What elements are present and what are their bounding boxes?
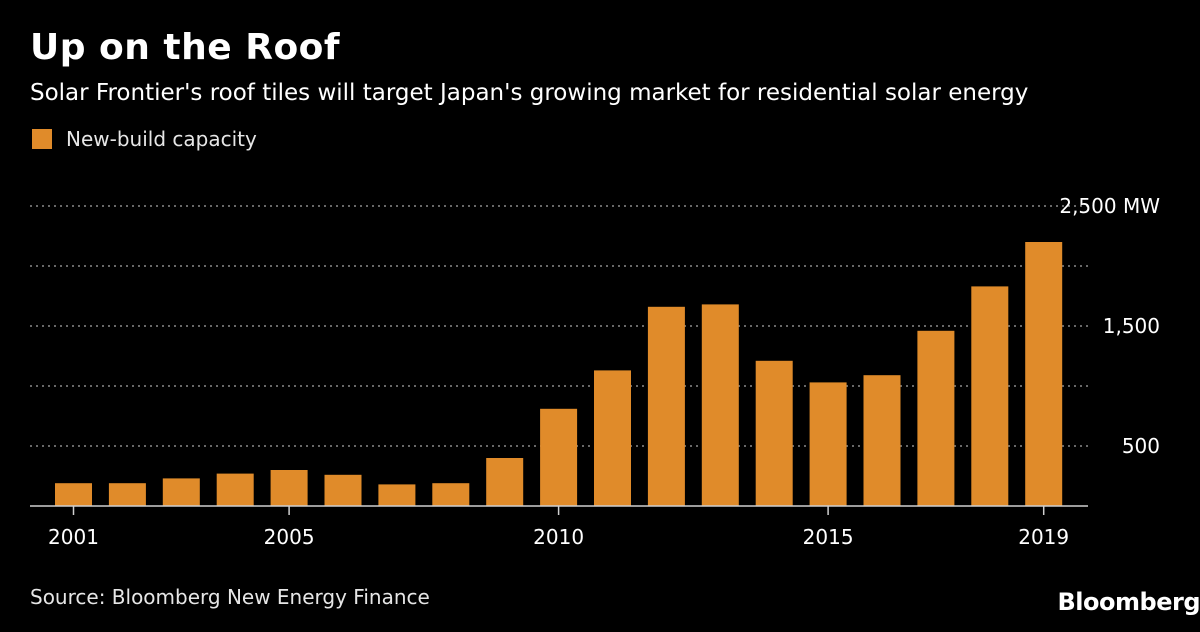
- chart-subtitle: Solar Frontier's roof tiles will target …: [30, 80, 1029, 106]
- y-tick-label-2500: 2,500 MW: [1059, 194, 1160, 218]
- source-note: Source: Bloomberg New Energy Finance: [30, 585, 430, 609]
- y-tick-label-1500: 1,500: [1103, 314, 1160, 338]
- legend-swatch: [32, 129, 52, 149]
- x-tick-label-2010: 2010: [533, 525, 584, 549]
- bar-2008: [432, 483, 470, 506]
- legend-label: New-build capacity: [66, 127, 257, 151]
- bar-2012: [647, 306, 685, 506]
- bar-2001: [55, 483, 92, 506]
- x-tick-label-2019: 2019: [1018, 525, 1069, 549]
- bar-2002: [108, 483, 146, 506]
- legend: New-build capacity: [32, 127, 257, 151]
- x-tick-label-2001: 2001: [48, 525, 99, 549]
- bar-2019: [1025, 242, 1063, 506]
- bar-2007: [378, 484, 416, 506]
- bar-2010: [540, 408, 578, 506]
- bar-2003: [162, 478, 200, 506]
- chart-title: Up on the Roof: [30, 27, 341, 68]
- bar-2013: [701, 304, 739, 506]
- x-tick-label-2005: 2005: [264, 525, 315, 549]
- x-tick-label-2015: 2015: [803, 525, 854, 549]
- bar-2017: [917, 330, 955, 506]
- bar-2015: [809, 382, 847, 506]
- brand-logo: Bloomberg: [1057, 588, 1200, 616]
- bar-2006: [324, 474, 362, 506]
- bar-2011: [594, 370, 631, 506]
- bar-2018: [971, 286, 1009, 506]
- bar-2014: [755, 360, 793, 506]
- y-tick-label-500: 500: [1122, 434, 1160, 458]
- bar-2016: [863, 375, 901, 506]
- bar-2009: [486, 458, 524, 506]
- bar-2005: [270, 470, 308, 506]
- bar-2004: [216, 473, 254, 506]
